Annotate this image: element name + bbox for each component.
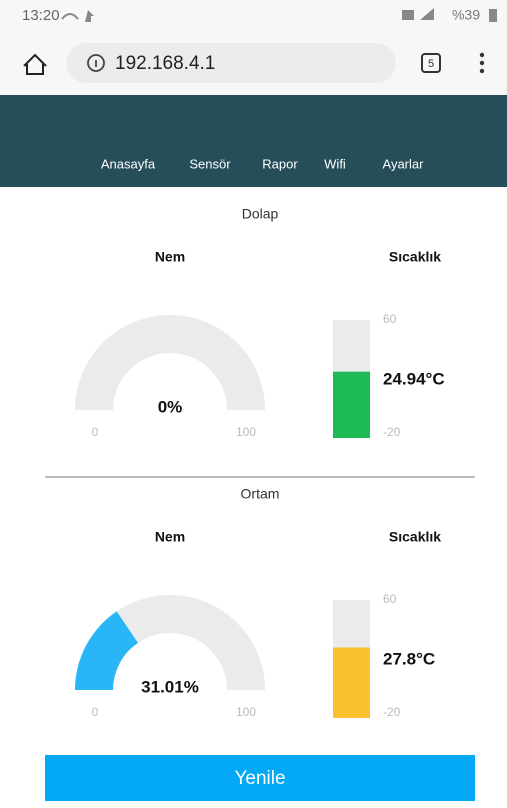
gauge-track bbox=[75, 315, 265, 410]
gauge-min: 0 bbox=[92, 425, 99, 439]
thermo-fill bbox=[333, 372, 370, 438]
nav-item[interactable]: Ayarlar bbox=[383, 156, 425, 171]
status-time: 13:20 bbox=[22, 7, 60, 24]
thermo-label: Sıcaklık bbox=[389, 529, 441, 545]
thermo-max: 60 bbox=[383, 312, 397, 326]
gauge-min: 0 bbox=[92, 705, 99, 719]
section-title: Dolap bbox=[242, 206, 279, 222]
status-battery: %39 bbox=[452, 7, 480, 23]
gauge-max: 100 bbox=[236, 705, 256, 719]
nav-header bbox=[0, 95, 507, 187]
thermo-label: Sıcaklık bbox=[389, 249, 441, 265]
thermo-min: -20 bbox=[383, 425, 401, 439]
menu-button[interactable] bbox=[480, 53, 484, 73]
nav-item[interactable]: Anasayfa bbox=[101, 156, 156, 171]
gauge-value: 0% bbox=[158, 397, 183, 416]
tabs-count[interactable]: 5 bbox=[428, 58, 434, 70]
refresh-label[interactable]: Yenile bbox=[234, 768, 285, 789]
nav-item[interactable]: Wifi bbox=[324, 156, 346, 171]
screen: 13:20 %39 192.168.4.1 5 Yenile Anasayfa S… bbox=[0, 0, 507, 808]
alarm-icon bbox=[402, 10, 414, 20]
gauge-max: 100 bbox=[236, 425, 256, 439]
nav-item[interactable]: Rapor bbox=[262, 156, 298, 171]
thermo-value: 27.8°C bbox=[383, 649, 435, 668]
thermo-min: -20 bbox=[383, 705, 401, 719]
thermo-fill bbox=[333, 647, 370, 718]
battery-icon bbox=[489, 9, 497, 22]
url-text[interactable]: 192.168.4.1 bbox=[115, 53, 215, 74]
thermo-max: 60 bbox=[383, 592, 397, 606]
gauge-value: 31.01% bbox=[141, 677, 199, 696]
gauge-label: Nem bbox=[155, 529, 185, 545]
thermo-value: 24.94°C bbox=[383, 369, 445, 388]
nav-item[interactable]: Sensör bbox=[189, 156, 231, 171]
page: 13:20 %39 192.168.4.1 5 Yenile Anasayfa S… bbox=[0, 0, 507, 808]
section-title: Ortam bbox=[241, 486, 280, 502]
gauge-label: Nem bbox=[155, 249, 185, 265]
